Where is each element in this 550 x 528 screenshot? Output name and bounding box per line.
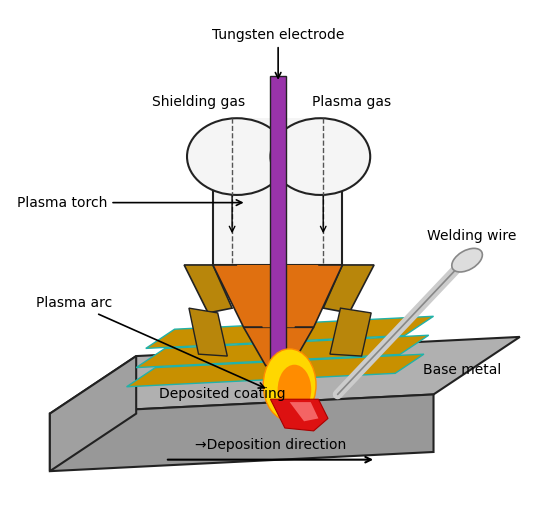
Polygon shape bbox=[126, 354, 424, 387]
Ellipse shape bbox=[263, 349, 316, 421]
Ellipse shape bbox=[452, 248, 482, 272]
Text: Base metal: Base metal bbox=[423, 363, 502, 378]
Polygon shape bbox=[330, 308, 371, 356]
Polygon shape bbox=[237, 265, 318, 327]
Polygon shape bbox=[213, 265, 343, 327]
Ellipse shape bbox=[278, 365, 311, 414]
Polygon shape bbox=[237, 118, 320, 195]
Text: →Deposition direction: →Deposition direction bbox=[195, 438, 346, 452]
Text: Welding wire: Welding wire bbox=[427, 229, 516, 243]
Polygon shape bbox=[146, 316, 433, 348]
Ellipse shape bbox=[271, 118, 370, 195]
Text: Plasma gas: Plasma gas bbox=[312, 95, 392, 109]
Polygon shape bbox=[244, 327, 314, 366]
Polygon shape bbox=[271, 366, 286, 385]
Polygon shape bbox=[271, 76, 286, 366]
Polygon shape bbox=[184, 265, 232, 313]
Polygon shape bbox=[290, 402, 318, 421]
Polygon shape bbox=[50, 337, 520, 413]
Polygon shape bbox=[189, 308, 227, 356]
Text: Plasma arc: Plasma arc bbox=[36, 296, 265, 388]
Polygon shape bbox=[50, 394, 433, 471]
Ellipse shape bbox=[187, 118, 287, 195]
Text: Plasma torch: Plasma torch bbox=[17, 195, 242, 210]
Polygon shape bbox=[323, 265, 374, 313]
Text: Tungsten electrode: Tungsten electrode bbox=[212, 28, 344, 78]
Text: Shielding gas: Shielding gas bbox=[152, 95, 245, 109]
Polygon shape bbox=[271, 399, 328, 431]
Text: Deposited coating: Deposited coating bbox=[159, 388, 286, 401]
Polygon shape bbox=[136, 335, 428, 367]
Polygon shape bbox=[213, 145, 343, 265]
Polygon shape bbox=[50, 356, 136, 471]
